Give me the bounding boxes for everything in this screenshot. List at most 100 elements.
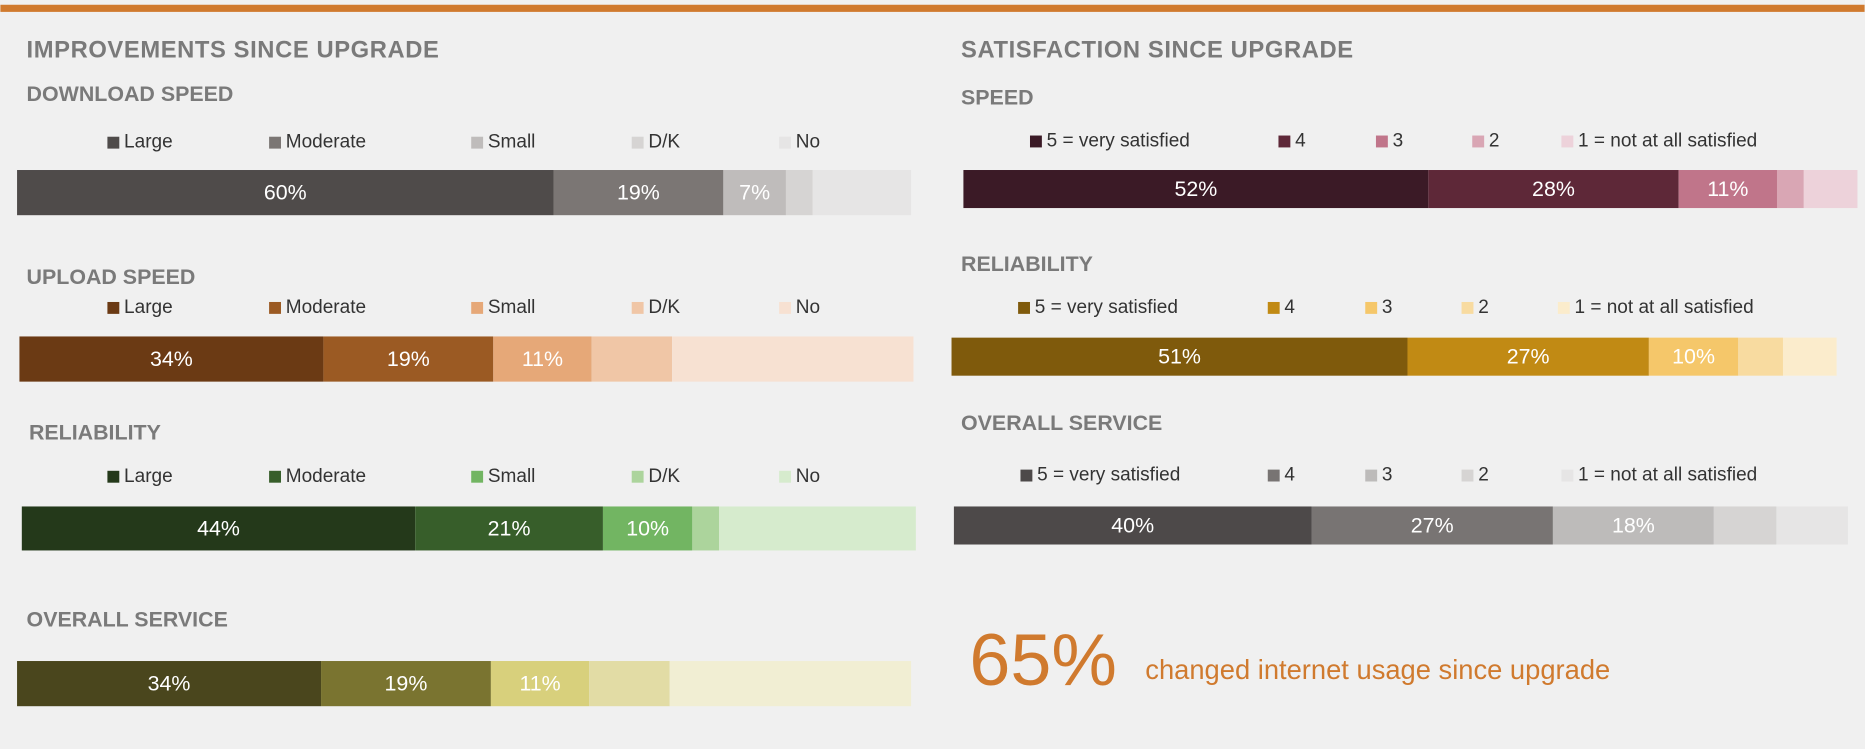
- bar-segment: [719, 506, 916, 551]
- legend-swatch: [471, 301, 484, 314]
- legend-swatch: [1267, 301, 1280, 314]
- bar-segment: [1738, 337, 1783, 376]
- top-rule: [0, 4, 1865, 12]
- legend-label: No: [796, 297, 820, 318]
- chart-title: RELIABILITY: [961, 252, 1093, 276]
- bar-segment: [1428, 170, 1679, 209]
- value-label: 27%: [1411, 513, 1454, 537]
- value-label: 40%: [1111, 513, 1154, 537]
- legend-swatch: [1461, 301, 1474, 314]
- bar-segment: [1648, 337, 1739, 376]
- legend-swatch: [471, 136, 484, 149]
- value-label: 10%: [626, 516, 669, 540]
- bar-segment: [19, 336, 324, 382]
- legend-label: Small: [488, 466, 536, 487]
- legend-label: 2: [1478, 465, 1489, 486]
- bar-segment: [812, 170, 912, 216]
- chart-title: SPEED: [961, 85, 1034, 109]
- legend-label: 3: [1382, 465, 1393, 486]
- value-label: 34%: [150, 347, 193, 371]
- legend-label: 5 = very satisfied: [1037, 465, 1180, 486]
- chart-title: RELIABILITY: [29, 421, 161, 445]
- legend-swatch: [1029, 135, 1042, 148]
- bar-segment: [490, 661, 590, 707]
- legend-label: Small: [488, 297, 536, 318]
- bar-segment: [1407, 337, 1649, 376]
- legend-swatch: [1375, 135, 1388, 148]
- value-label: 19%: [385, 671, 428, 695]
- section-title: IMPROVEMENTS SINCE UPGRADE: [27, 36, 440, 63]
- bar-segment: [953, 506, 1312, 545]
- legend-label: 3: [1393, 131, 1404, 152]
- bar-segment: [672, 336, 914, 382]
- legend-swatch: [107, 470, 120, 483]
- bar-segment: [692, 506, 720, 551]
- value-label: 27%: [1507, 345, 1550, 369]
- bar-segment: [591, 336, 673, 382]
- bar-segment: [589, 661, 670, 707]
- value-label: 18%: [1612, 513, 1655, 537]
- value-label: 60%: [264, 180, 307, 204]
- bar-segment: [323, 336, 494, 382]
- legend-swatch: [269, 470, 281, 483]
- legend-label: 5 = very satisfied: [1035, 297, 1178, 318]
- value-label: 19%: [387, 347, 430, 371]
- bar-segment: [669, 661, 912, 707]
- chart-title: UPLOAD SPEED: [27, 265, 196, 289]
- legend-swatch: [779, 136, 792, 149]
- value-label: 34%: [148, 671, 191, 695]
- stat-text: changed internet usage since upgrade: [1145, 654, 1610, 685]
- legend-label: Small: [488, 132, 536, 153]
- chart-title: DOWNLOAD SPEED: [27, 82, 234, 106]
- legend-label: Large: [124, 297, 173, 318]
- bar-segment: [493, 336, 592, 382]
- legend-swatch: [1018, 301, 1030, 314]
- legend-label: Large: [124, 132, 173, 153]
- legend-swatch: [1278, 135, 1291, 148]
- legend-swatch: [1561, 135, 1574, 148]
- legend-swatch: [631, 136, 644, 149]
- bar-segment: [1803, 170, 1858, 209]
- section-title: SATISFACTION SINCE UPGRADE: [961, 36, 1354, 63]
- value-label: 11%: [519, 671, 560, 695]
- legend-label: 5 = very satisfied: [1047, 131, 1190, 152]
- legend-label: Moderate: [286, 297, 366, 318]
- legend-swatch: [107, 301, 120, 314]
- legend-label: 1 = not at all satisfied: [1578, 131, 1757, 152]
- legend-label: 1 = not at all satisfied: [1575, 297, 1754, 318]
- legend-swatch: [1365, 301, 1378, 314]
- value-label: 44%: [197, 516, 240, 540]
- bar-segment: [1776, 170, 1804, 209]
- legend-swatch: [779, 470, 792, 483]
- bar-segment: [21, 506, 416, 551]
- legend-swatch: [269, 136, 281, 149]
- legend-swatch: [631, 470, 644, 483]
- value-label: 7%: [739, 180, 770, 204]
- bar-segment: [1678, 170, 1777, 209]
- legend-label: 2: [1489, 131, 1500, 152]
- bar-segment: [415, 506, 603, 551]
- legend-label: No: [796, 466, 820, 487]
- bar-segment: [963, 170, 1429, 209]
- bar-segment: [723, 170, 786, 216]
- bar-segment: [1552, 506, 1714, 545]
- legend-label: Large: [124, 466, 173, 487]
- value-label: 19%: [617, 180, 660, 204]
- bar-segment: [17, 661, 322, 707]
- legend-swatch: [269, 301, 281, 314]
- stat-value: 65%: [969, 618, 1117, 701]
- legend-label: No: [796, 132, 820, 153]
- legend-label: D/K: [648, 132, 680, 153]
- chart-title: OVERALL SERVICE: [961, 411, 1162, 435]
- legend-label: 1 = not at all satisfied: [1578, 465, 1757, 486]
- bar-segment: [785, 170, 813, 216]
- legend-label: 3: [1382, 297, 1393, 318]
- legend-label: D/K: [648, 297, 680, 318]
- bar-segment: [1713, 506, 1777, 545]
- value-label: 21%: [488, 516, 531, 540]
- bar-segment: [951, 337, 1408, 376]
- legend-label: 4: [1284, 297, 1295, 318]
- legend-swatch: [471, 470, 484, 483]
- value-label: 11%: [522, 347, 563, 371]
- value-label: 10%: [1672, 345, 1715, 369]
